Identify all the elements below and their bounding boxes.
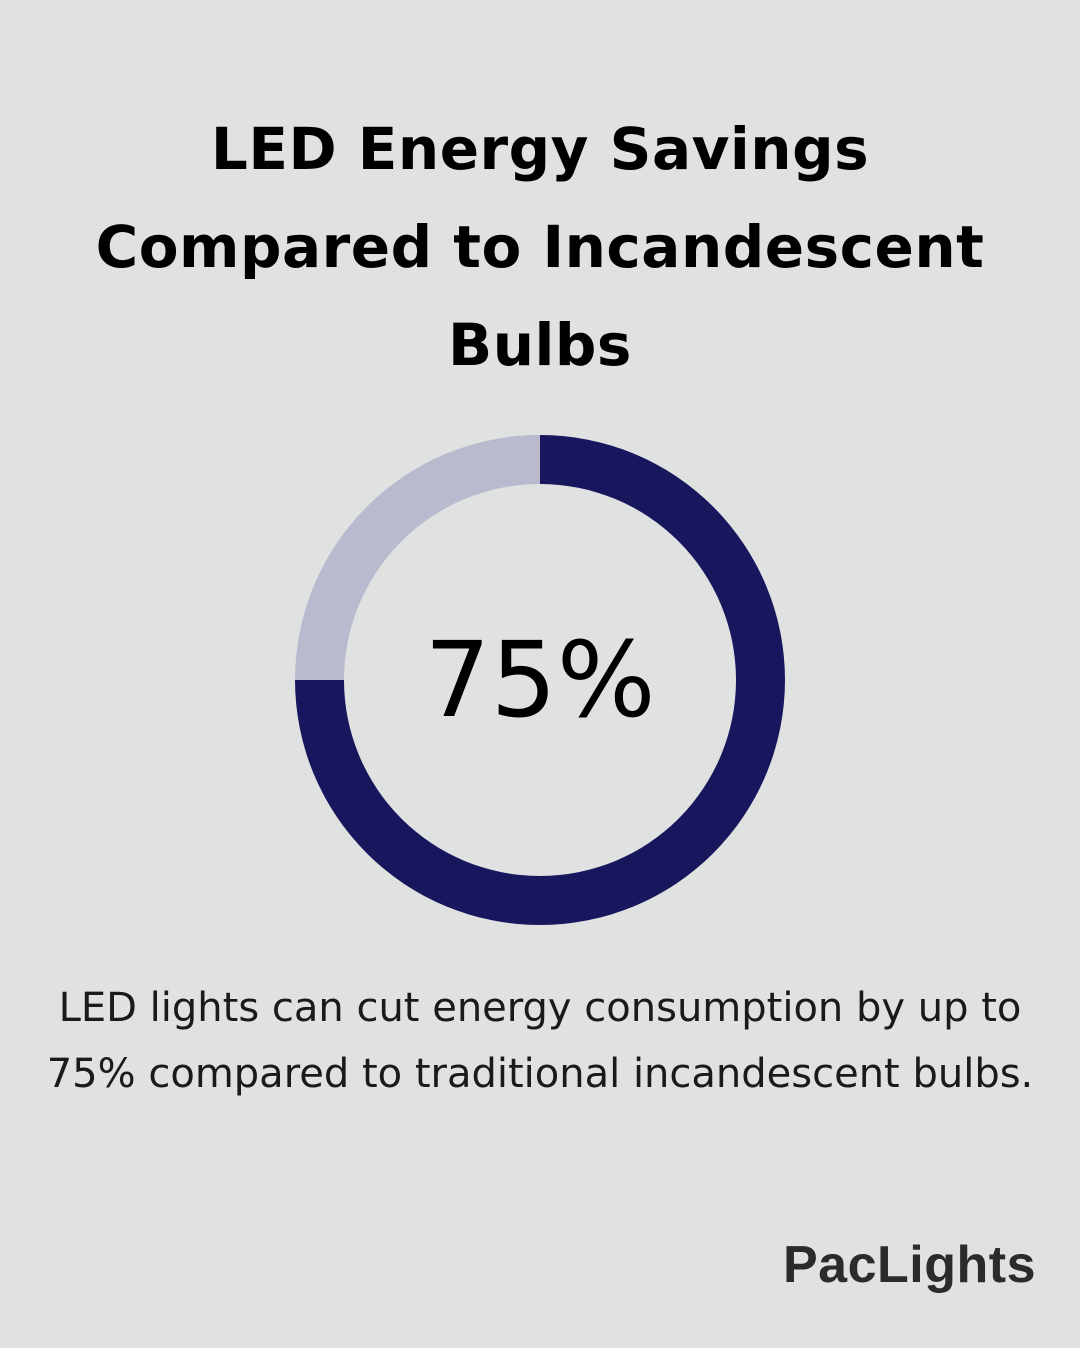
donut-slices (295, 435, 785, 925)
chart-title: LED Energy Savings Compared to Incandesc… (95, 115, 985, 379)
paclights-logo: PacLights (783, 1236, 1036, 1294)
center-value-label: 75% (424, 619, 656, 741)
description-text: LED lights can cut energy consumption by… (46, 985, 1034, 1097)
donut-slice-remainder (295, 435, 540, 680)
donut-chart (295, 435, 785, 925)
